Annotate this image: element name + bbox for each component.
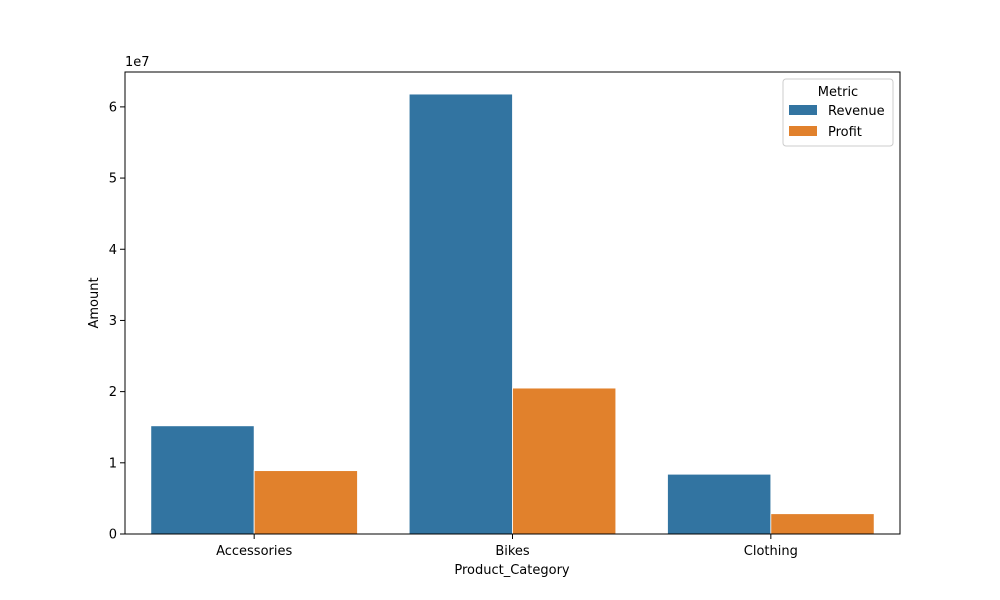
bars-layer (150, 93, 875, 535)
legend-label-revenue: Revenue (828, 104, 885, 119)
y-axis-label: Amount (87, 277, 102, 328)
y-tick-label: 6 (109, 100, 117, 115)
y-tick-label: 0 (109, 528, 117, 543)
legend-label-profit: Profit (828, 125, 862, 140)
bar-revenue-accessories (150, 425, 255, 535)
x-tick-label: Bikes (495, 544, 530, 559)
x-tick-label: Clothing (744, 544, 798, 559)
bar-profit-clothing (770, 513, 875, 535)
legend: Metric Revenue Profit (782, 78, 894, 147)
legend-swatch-revenue (789, 105, 817, 115)
y-tick-label: 4 (109, 243, 117, 258)
y-ticks: 0 1 2 3 4 5 6 (109, 100, 125, 543)
y-tick-label: 1 (109, 456, 117, 471)
y-tick-label: 5 (109, 172, 117, 187)
y-tick-label: 3 (109, 314, 117, 329)
y-offset-text: 1e7 (125, 55, 150, 70)
legend-swatch-profit (789, 126, 817, 136)
x-tick-label: Accessories (216, 544, 292, 559)
x-ticks: Accessories Bikes Clothing (216, 534, 798, 559)
y-tick-label: 2 (109, 385, 117, 400)
bar-profit-bikes (512, 387, 617, 535)
bar-profit-accessories (253, 470, 358, 535)
bar-revenue-clothing (667, 473, 772, 535)
x-axis-label: Product_Category (454, 563, 570, 578)
legend-title: Metric (818, 85, 858, 100)
bar-revenue-bikes (408, 93, 513, 535)
